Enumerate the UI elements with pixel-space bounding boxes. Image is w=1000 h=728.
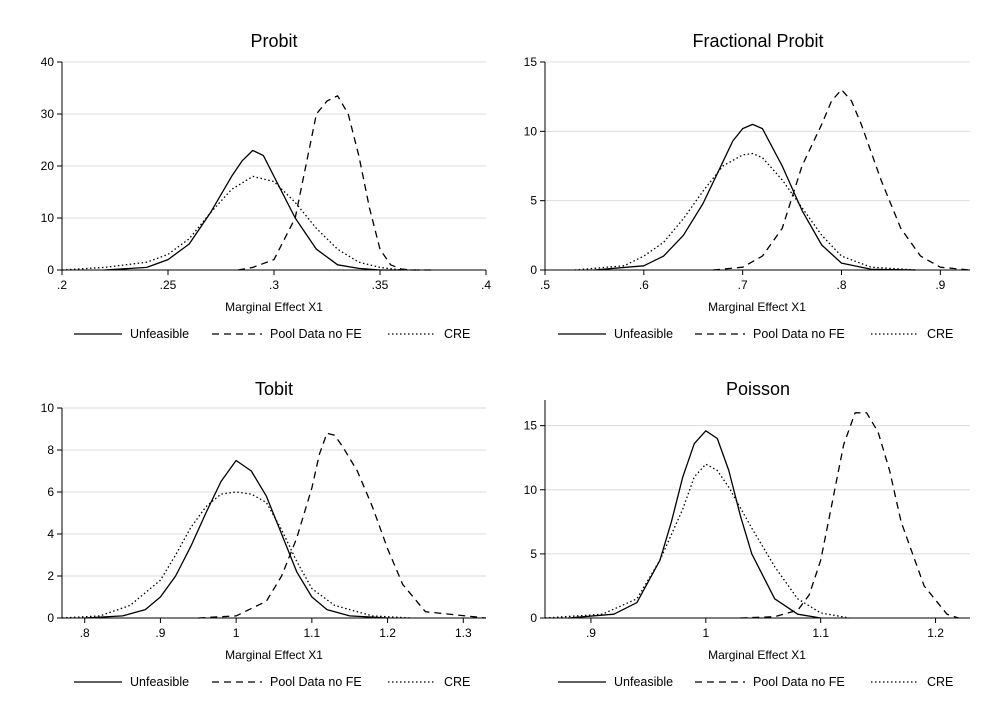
x-tick-label: .8 (837, 278, 847, 292)
x-tick-label: .35 (372, 278, 389, 292)
x-axis-label: Marginal Effect X1 (225, 648, 323, 662)
series-line-unfeasible (567, 430, 821, 619)
plot-area: 0 5 10 15 .9 1 1.1 1.2 (524, 400, 970, 640)
x-tick-label: .5 (540, 278, 550, 292)
x-axis-label: Marginal Effect X1 (225, 300, 323, 314)
y-tick-label: 10 (524, 483, 538, 497)
x-axis-label: Marginal Effect X1 (708, 300, 806, 314)
x-tick-label: 1 (702, 626, 709, 640)
y-tick-label: 0 (47, 611, 54, 625)
legend-label-pool-data: Pool Data no FE (753, 675, 845, 689)
y-tick-label: 10 (524, 124, 538, 138)
plot-area: 0 2 4 6 8 10 .8 .9 1 1.1 1.2 1.3 (41, 401, 487, 640)
x-tick-label: 1.1 (304, 626, 321, 640)
panel-tobit: Tobit 0 2 4 6 8 10 .8 .9 1 1.1 1.2 1.3 Marginal Eff… (41, 379, 487, 689)
y-tick-label: 15 (524, 55, 538, 69)
series-line-unfeasible (594, 123, 916, 271)
x-tick-label: .3 (269, 278, 279, 292)
y-tick-label: 15 (524, 419, 538, 433)
legend-label-pool-data: Pool Data no FE (270, 675, 362, 689)
y-tick-label: 30 (41, 107, 55, 121)
series-line-pool-data-no-fe (198, 432, 487, 619)
legend-label-cre: CRE (444, 675, 470, 689)
legend: Unfeasible Pool Data no FE CRE (558, 675, 953, 689)
series-line-unfeasible (104, 149, 402, 271)
y-tick-label: 8 (47, 443, 54, 457)
x-tick-label: .9 (586, 626, 596, 640)
x-tick-label: .7 (738, 278, 748, 292)
series-line-unfeasible (84, 459, 388, 619)
y-tick-label: 10 (41, 401, 55, 415)
x-tick-label: .6 (639, 278, 649, 292)
x-tick-label: .25 (160, 278, 177, 292)
y-tick-label: 5 (530, 194, 537, 208)
legend: Unfeasible Pool Data no FE CRE (74, 327, 470, 341)
legend-label-cre: CRE (927, 675, 953, 689)
legend: Unfeasible Pool Data no FE CRE (74, 675, 470, 689)
plot-area: 0 10 20 30 40 .2 .25 .3 .35 .4 (41, 55, 492, 292)
x-tick-label: 1.2 (379, 626, 396, 640)
chart-title: Poisson (726, 379, 790, 399)
legend-label-pool-data: Pool Data no FE (753, 327, 845, 341)
y-tick-label: 40 (41, 55, 55, 69)
x-tick-label: .2 (57, 278, 67, 292)
x-tick-label: .9 (155, 626, 165, 640)
series-line-cre (574, 152, 916, 271)
plot-area: 0 5 10 15 .5 .6 .7 .8 .9 (524, 55, 971, 292)
x-tick-label: 1 (233, 626, 240, 640)
legend-label-cre: CRE (927, 327, 953, 341)
y-tick-label: 0 (530, 611, 537, 625)
y-tick-label: 6 (47, 485, 54, 499)
chart-title: Fractional Probit (692, 31, 823, 51)
x-tick-label: .8 (80, 626, 90, 640)
y-tick-label: 0 (47, 263, 54, 277)
chart-title: Tobit (255, 379, 293, 399)
y-tick-label: 0 (530, 263, 537, 277)
series-line-pool-data-no-fe (712, 89, 971, 271)
x-tick-label: .9 (935, 278, 945, 292)
legend-label-pool-data: Pool Data no FE (270, 327, 362, 341)
y-tick-label: 4 (47, 527, 54, 541)
legend-label-cre: CRE (444, 327, 470, 341)
y-tick-label: 5 (530, 547, 537, 561)
series-line-cre (61, 491, 411, 619)
legend-label-unfeasible: Unfeasible (614, 675, 673, 689)
panel-probit: Probit 0 10 20 30 40 .2 .25 .3 .35 .4 Marginal Ef… (41, 31, 492, 341)
y-tick-label: 10 (41, 211, 55, 225)
y-tick-label: 20 (41, 159, 55, 173)
panel-fractional-probit: Fractional Probit 0 5 10 15 .5 .6 .7 .8 .9 Margi… (524, 31, 971, 341)
x-tick-label: .4 (481, 278, 491, 292)
x-axis-label: Marginal Effect X1 (708, 648, 806, 662)
x-tick-label: 1.2 (927, 626, 944, 640)
legend-label-unfeasible: Unfeasible (130, 675, 189, 689)
series-line-pool-data-no-fe (237, 95, 433, 271)
legend-label-unfeasible: Unfeasible (130, 327, 189, 341)
legend: Unfeasible Pool Data no FE CRE (558, 327, 953, 341)
x-tick-label: 1.1 (812, 626, 829, 640)
series-line-cre (61, 175, 423, 271)
y-tick-label: 2 (47, 569, 54, 583)
series-line-pool-data-no-fe (740, 412, 959, 619)
x-tick-label: 1.3 (455, 626, 472, 640)
panel-poisson: Poisson 0 5 10 15 .9 1 1.1 1.2 Marginal Effect … (524, 379, 970, 689)
chart-title: Probit (250, 31, 297, 51)
legend-label-unfeasible: Unfeasible (614, 327, 673, 341)
